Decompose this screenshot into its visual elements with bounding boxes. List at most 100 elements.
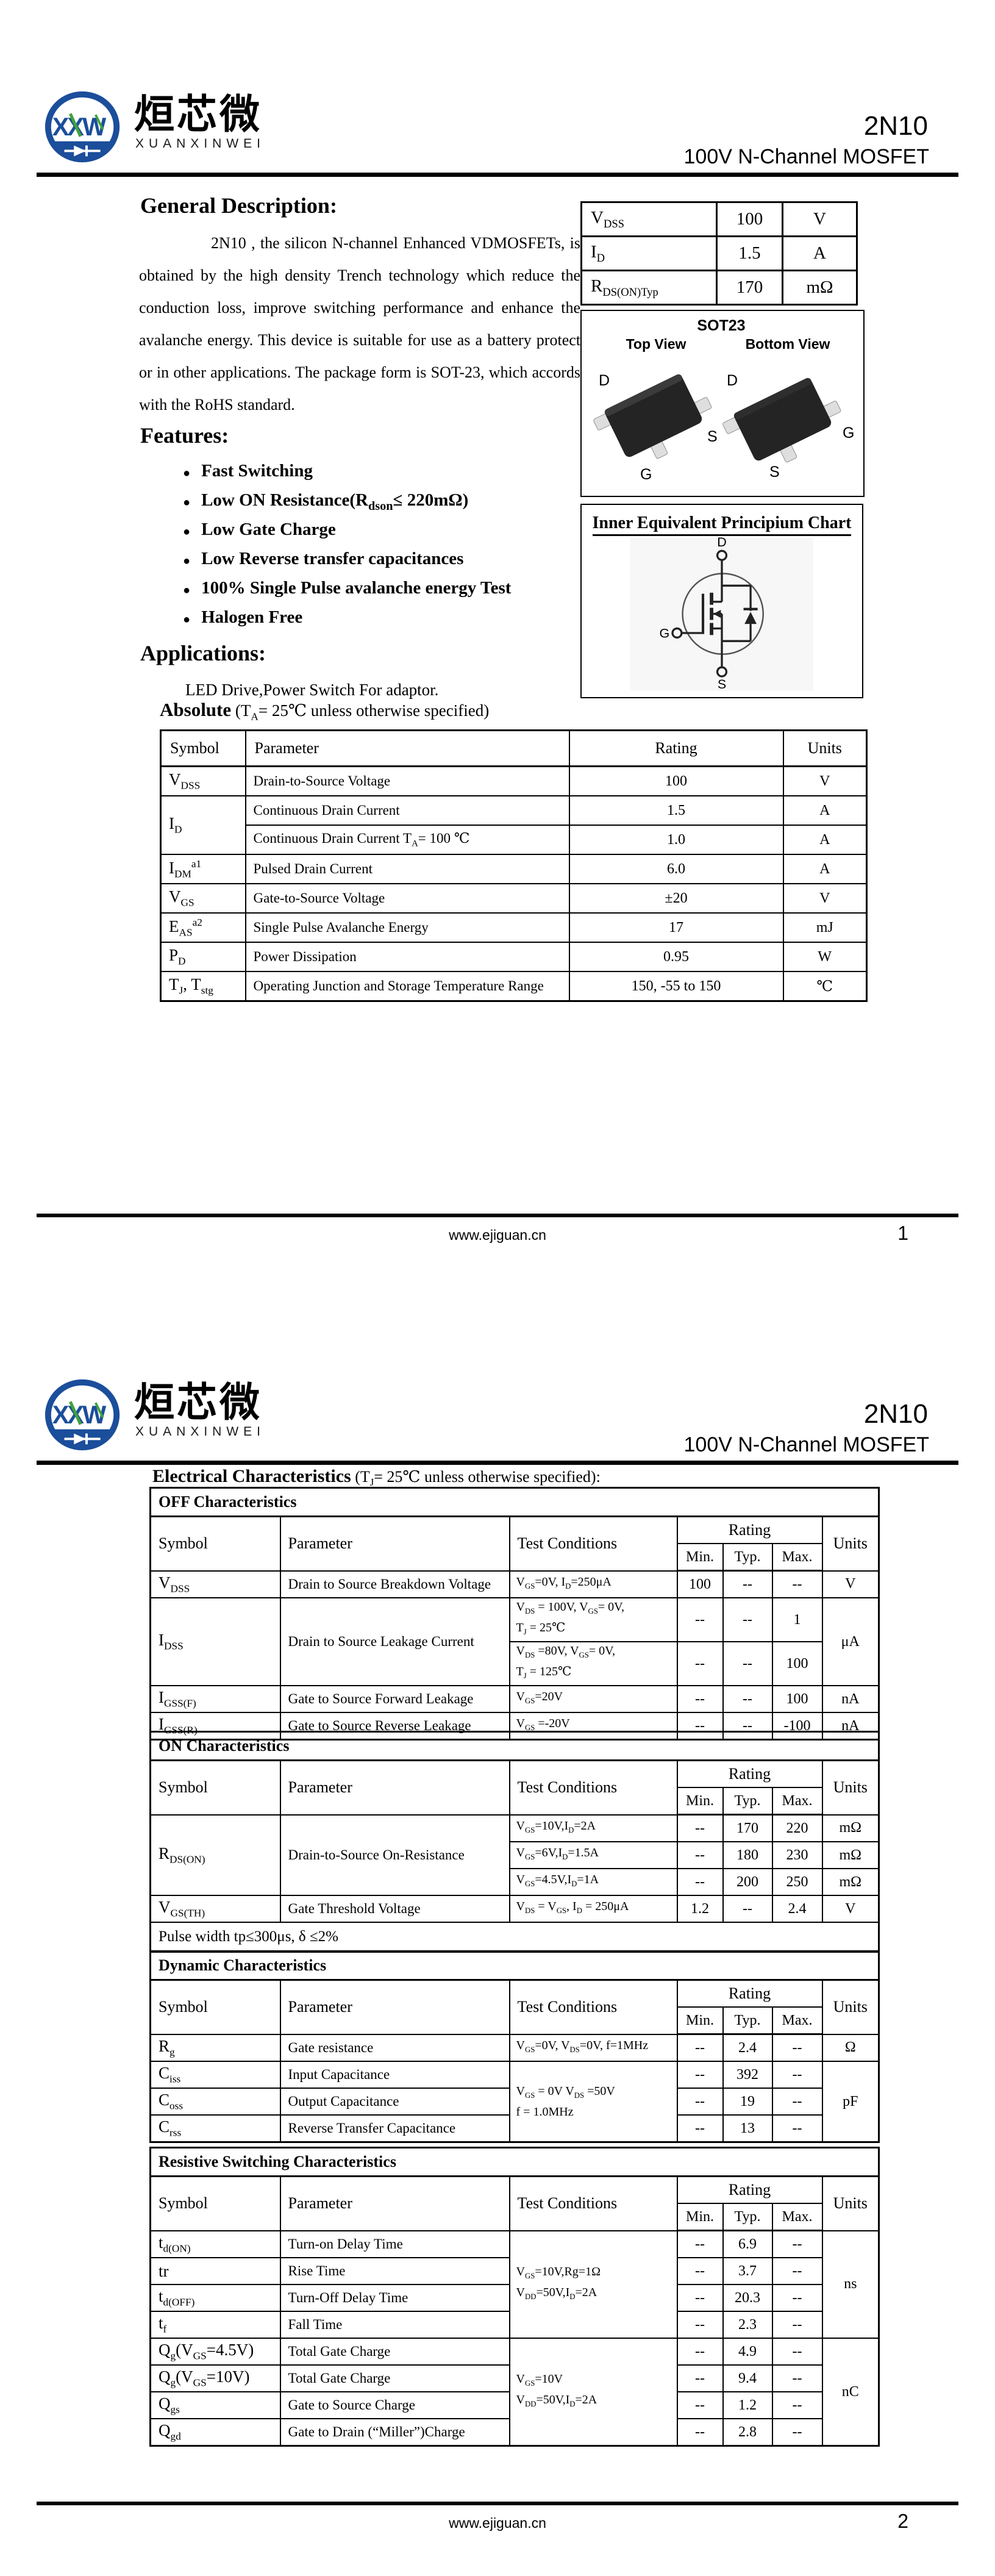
summary-row: RDS(ON)Typ 170 mΩ: [580, 270, 858, 306]
summary-symbol: ID: [580, 235, 718, 271]
feature-label: Low Gate Charge: [201, 520, 336, 539]
cell-max: --: [771, 2061, 823, 2089]
header-symbol: Symbol: [149, 1979, 281, 2035]
header-parameter: Parameter: [279, 1979, 510, 2035]
data-row: Crss Reverse Transfer Capacitance -- 13 --: [149, 2114, 879, 2143]
svg-text:G: G: [659, 626, 669, 640]
cell-max: --: [771, 1570, 823, 1598]
header-min: Min.: [676, 2006, 724, 2035]
cell-max: 100: [771, 1641, 823, 1686]
cell-par: Total Gate Charge: [279, 2338, 510, 2366]
data-row: Rg Gate resistance VGS=0V, VDS=0V, f=1MHz -…: [149, 2033, 880, 2062]
feature-item: ● 100% Single Pulse avalanche energy Test: [183, 578, 585, 607]
feature-item: ● Low Reverse transfer capacitances: [183, 549, 585, 578]
cell-sym: PD: [160, 942, 246, 972]
cell-sym: Ciss: [149, 2061, 281, 2089]
cell-typ: 9.4: [722, 2364, 773, 2392]
cell-max: 230: [771, 1841, 823, 1869]
pulse-width-note: Pulse width tp≤300μs, δ ≤2%: [149, 1922, 880, 1953]
cell-max: --: [771, 2391, 823, 2419]
footer-rule: [37, 2502, 958, 2505]
cell-min: --: [676, 2088, 724, 2116]
cell-typ: 392: [722, 2061, 773, 2089]
cell-un: mΩ: [821, 1841, 880, 1869]
electrical-characteristics-title: Electrical Characteristics: [152, 1466, 351, 1486]
header-typ: Typ.: [722, 1543, 773, 1572]
cell-sym: Coss: [149, 2088, 281, 2116]
absolute-data-row: Continuous Drain Current TA= 100 ℃ 1.0 A: [161, 825, 868, 855]
data-row: IDSS Drain to Source Leakage Current VDS =…: [149, 1597, 880, 1686]
cell-sym: IDSS: [149, 1597, 281, 1686]
cell-par: Single Pulse Avalanche Energy: [244, 912, 570, 943]
header-units: Units: [782, 729, 868, 767]
cell-rate: ±20: [568, 883, 784, 914]
cell-typ: 1.2: [722, 2391, 773, 2419]
data-row: Qg(VGS=4.5V) Total Gate Charge VGS=10V VDD=…: [149, 2338, 880, 2447]
cell-sym: IGSS(F): [149, 1685, 281, 1713]
feature-label: Low ON Resistance(Rdson≤ 220mΩ): [201, 490, 469, 513]
on-characteristics-table-slot: ON Characteristics Symbol Parameter Test Co…: [149, 1731, 880, 1953]
cell-typ: 170: [722, 1814, 773, 1842]
summary-unit: V: [782, 201, 858, 237]
features-title: Features:: [140, 423, 229, 448]
header-rating: Rating: [568, 729, 784, 767]
cell-sym: Qg(VGS=10V): [149, 2364, 281, 2392]
bullet-icon: ●: [183, 613, 191, 626]
absolute-data-row: VGS Gate-to-Source Voltage ±20 V: [160, 883, 868, 914]
cell-typ: --: [722, 1895, 773, 1923]
feature-item: ● Fast Switching: [183, 461, 585, 490]
cell-max: --: [771, 2284, 823, 2312]
summary-row: ID 1.5 A: [580, 235, 858, 271]
data-row: Qgd Gate to Drain (“Miller”)Charge -- 2.8 --: [149, 2418, 879, 2447]
inner-equivalent-box: Inner Equivalent Principium Chart: [580, 504, 863, 698]
cell-tc: VGS=0V, VDS=0V, f=1MHz: [508, 2033, 678, 2062]
absolute-data-row: IDMa1 Pulsed Drain Current 6.0 A: [160, 854, 868, 884]
cell-max: --: [771, 2088, 823, 2116]
svg-text:D: D: [717, 537, 727, 549]
header-max: Max.: [771, 1787, 823, 1816]
resistive-switching-table-slot: Resistive Switching Characteristics Symbo…: [149, 2147, 880, 2447]
cell-un: ℃: [782, 971, 868, 1002]
cell-sym: ID: [160, 795, 246, 855]
header-test-conditions: Test Conditions: [508, 1979, 678, 2035]
svg-text:SOT23: SOT23: [697, 317, 745, 334]
cell-tc: VDS =80V, VGS= 0V, TJ = 125℃: [508, 1641, 678, 1686]
cell-un: A: [782, 795, 868, 826]
absolute-condition: (TA= 25℃ unless otherwise specified): [235, 701, 490, 723]
cell-sym: VDSS: [160, 765, 246, 796]
cell-par: Gate to Drain (“Miller”)Charge: [279, 2418, 510, 2447]
applications-text: LED Drive,Power Switch For adaptor.: [185, 681, 439, 699]
cell-tc: VGS=4.5V,ID=1A: [508, 1868, 678, 1896]
brand-latin-name: XUANXINWEI: [135, 137, 266, 151]
cell-sym: td(ON): [149, 2230, 281, 2258]
cell-rate: 1.5: [568, 795, 784, 826]
cell-par: Output Capacitance: [279, 2088, 510, 2116]
cell-sym: Qg(VGS=4.5V): [149, 2338, 281, 2366]
header-rule: [37, 1461, 958, 1465]
logo-mark-icon: XXW: [45, 91, 120, 163]
rating-subheader-row: Min. Typ. Max.: [151, 2203, 879, 2231]
header-parameter: Parameter: [244, 729, 570, 767]
absolute-heading: Absolute (TA= 25℃ unless otherwise speci…: [160, 699, 489, 723]
cell-min: --: [676, 2338, 724, 2366]
cell-min: --: [676, 1814, 724, 1842]
cell-tc: VGS = 0V VDS =50V f = 1.0MHz: [508, 2061, 678, 2143]
cell-max: --: [771, 2230, 823, 2258]
electrical-characteristics-condition: (TJ= 25℃ unless otherwise specified):: [355, 1468, 601, 1489]
header-max: Max.: [771, 2203, 823, 2231]
feature-item: ● Low ON Resistance(Rdson≤ 220mΩ): [183, 490, 585, 520]
cell-rate: 100: [568, 765, 784, 796]
summary-value: 1.5: [716, 235, 783, 271]
header-min: Min.: [676, 1787, 724, 1816]
page-2: XXW 烜芯微 XUANXINWEI 2N10 100V N-Channel M…: [0, 1288, 995, 2576]
cell-un: pF: [821, 2061, 880, 2143]
header-symbol: Symbol: [149, 2175, 281, 2231]
rating-subheader-row: Min. Typ. Max.: [151, 1787, 879, 1816]
cell-par: Gate to Source Charge: [279, 2391, 510, 2419]
data-row: Ciss Input Capacitance VGS = 0V VDS =50V f …: [149, 2061, 880, 2143]
header-units: Units: [821, 1979, 880, 2035]
cell-max: --: [771, 2257, 823, 2285]
cell-typ: 200: [722, 1868, 773, 1896]
cell-tc: VDS = VGS, ID = 250μA: [508, 1895, 678, 1923]
cell-typ: 19: [722, 2088, 773, 2116]
